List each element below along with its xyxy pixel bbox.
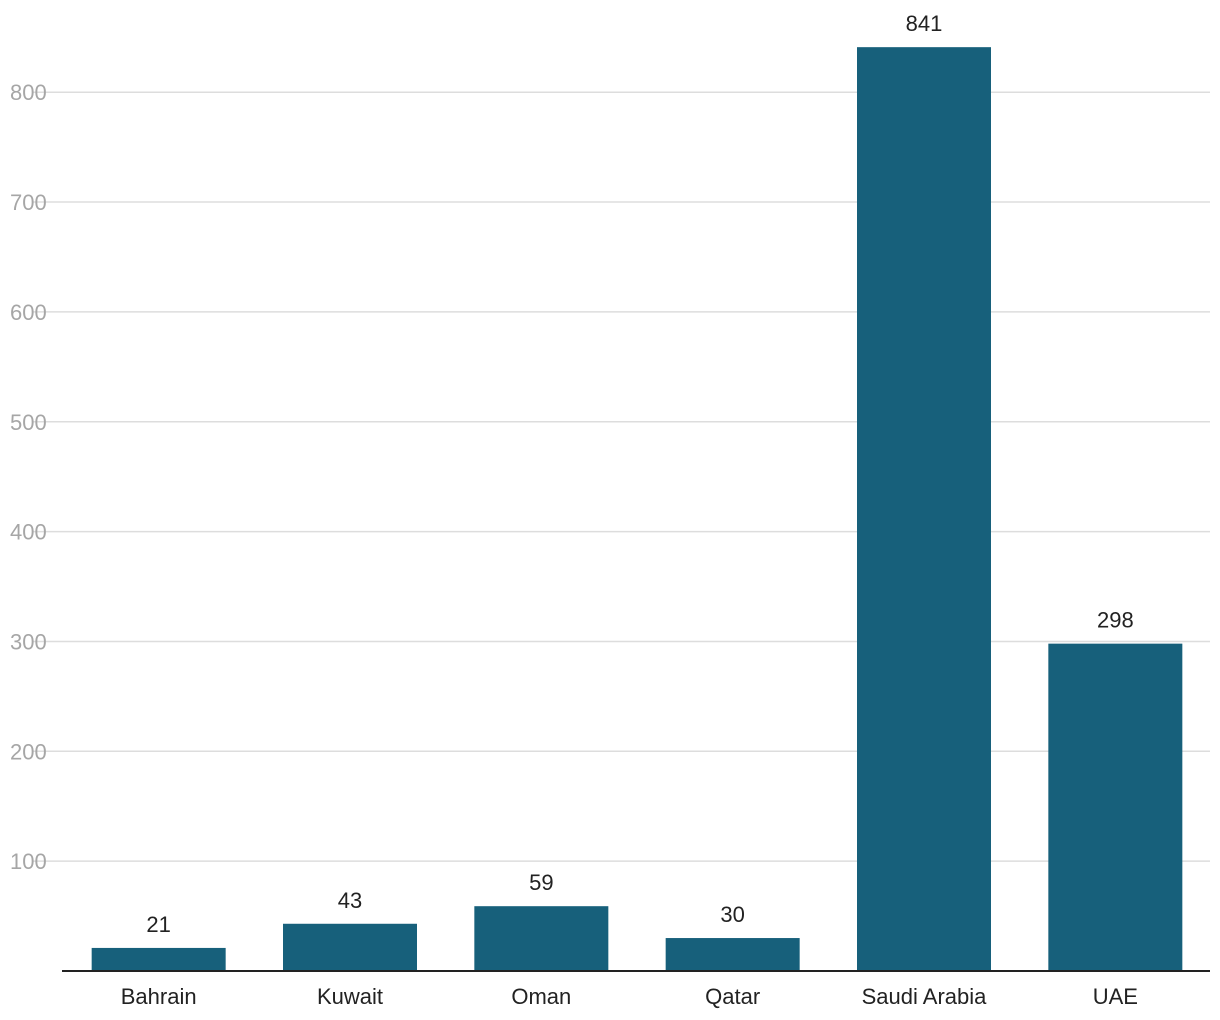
x-axis-ticks: Bahrain Kuwait Oman Qatar Saudi Arabia UAE xyxy=(121,984,1138,1009)
data-label: 59 xyxy=(529,870,553,895)
bar xyxy=(283,923,417,971)
x-tick-label: UAE xyxy=(1093,984,1138,1009)
bar xyxy=(665,938,800,971)
y-tick-label: 500 xyxy=(10,410,47,435)
x-tick-label: Bahrain xyxy=(121,984,197,1009)
gridlines xyxy=(32,91,1210,862)
x-tick-label: Saudi Arabia xyxy=(862,984,988,1009)
y-tick-label: 700 xyxy=(10,190,47,215)
bars xyxy=(91,47,1183,971)
data-label: 21 xyxy=(146,912,170,937)
data-label: 30 xyxy=(720,902,744,927)
x-tick-label: Kuwait xyxy=(317,984,383,1009)
data-label: 298 xyxy=(1097,608,1134,633)
data-label: 43 xyxy=(338,888,362,913)
y-tick-label: 400 xyxy=(10,520,47,545)
bar xyxy=(91,947,226,971)
y-tick-label: 100 xyxy=(10,849,47,874)
y-tick-label: 800 xyxy=(10,80,47,105)
bar xyxy=(1048,643,1183,971)
x-tick-label: Oman xyxy=(511,984,571,1009)
y-axis-ticks: 100 200 300 400 500 600 700 800 xyxy=(10,80,47,874)
y-tick-label: 300 xyxy=(10,629,47,654)
data-label: 841 xyxy=(906,11,943,36)
y-tick-label: 200 xyxy=(10,739,47,764)
bar xyxy=(474,906,609,971)
x-tick-label: Qatar xyxy=(705,984,760,1009)
y-tick-label: 600 xyxy=(10,300,47,325)
bar xyxy=(857,47,991,971)
data-labels: 21 43 59 30 841 298 xyxy=(146,11,1133,937)
